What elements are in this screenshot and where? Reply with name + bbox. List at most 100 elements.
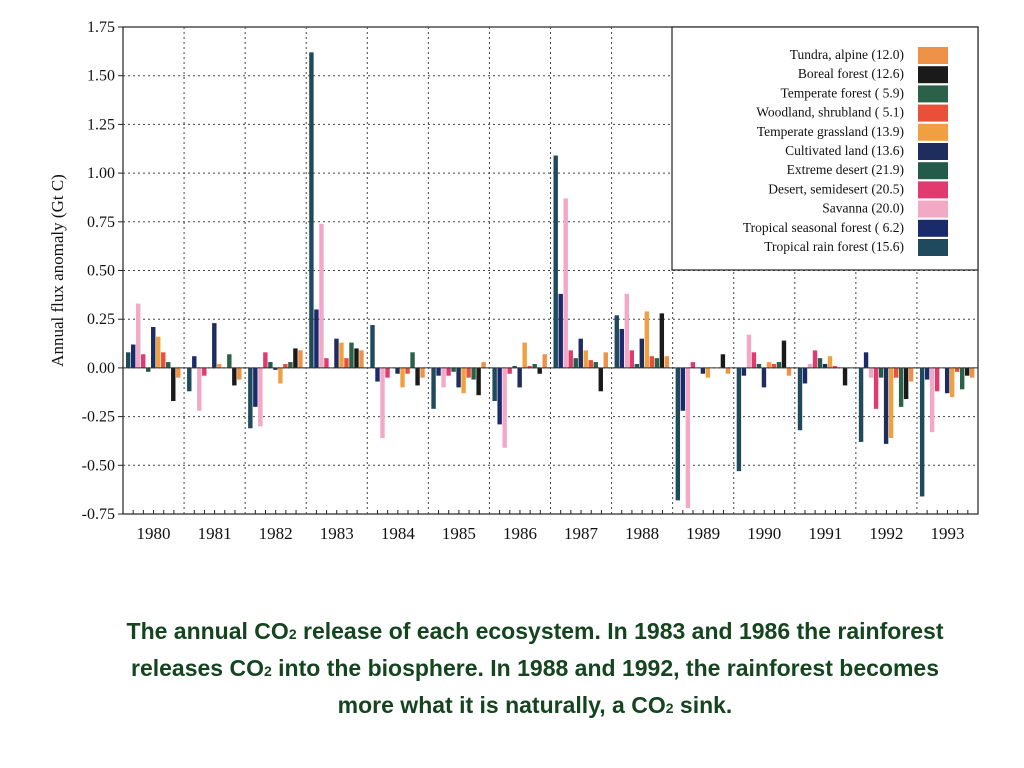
x-tick-label: 1981	[198, 524, 232, 543]
bar	[232, 367, 237, 386]
bar	[151, 326, 156, 368]
bar	[370, 325, 375, 368]
bar	[827, 356, 833, 368]
bar	[832, 365, 838, 368]
y-tick-label: -0.75	[82, 506, 115, 523]
legend-swatch	[918, 123, 948, 141]
y-tick-label: 1.75	[87, 19, 115, 36]
legend-swatch	[918, 66, 948, 84]
caption-text-2: release of each ecosystem. In 1983 and 1…	[131, 618, 944, 681]
bar	[644, 311, 650, 368]
bar	[492, 367, 497, 402]
bar	[161, 352, 166, 368]
bar	[273, 367, 278, 370]
bar	[781, 340, 787, 368]
bar	[705, 367, 711, 378]
bar	[959, 367, 965, 390]
y-tick-label: 1.00	[87, 165, 115, 182]
legend-label: Desert, semidesert (20.5)	[768, 181, 904, 196]
legend-swatch	[918, 219, 948, 237]
bar	[288, 362, 293, 368]
caption: The annual CO2 release of each ecosystem…	[110, 614, 960, 725]
bar	[797, 367, 803, 431]
bar	[573, 358, 578, 368]
legend-swatch	[918, 200, 948, 218]
bar	[131, 344, 136, 368]
bar	[878, 367, 884, 378]
bar	[253, 367, 258, 407]
bar	[298, 350, 303, 368]
bar	[588, 360, 593, 368]
bar	[659, 313, 665, 368]
bar	[598, 367, 603, 392]
bar	[415, 367, 420, 386]
bar	[664, 356, 670, 368]
y-axis-title: Annual flux anomaly (Gt C)	[48, 174, 67, 367]
bar	[481, 362, 486, 368]
bar	[736, 367, 742, 472]
bar	[441, 367, 446, 388]
caption-text-4: sink.	[673, 692, 733, 718]
bar	[217, 364, 222, 368]
bar	[614, 315, 619, 368]
bar	[700, 367, 706, 374]
bar	[654, 358, 660, 368]
bar	[344, 358, 349, 368]
bar	[929, 367, 935, 433]
bar	[268, 362, 273, 368]
bar	[522, 342, 527, 368]
bar	[309, 52, 314, 368]
bar	[766, 362, 772, 368]
bar	[822, 364, 828, 368]
bar	[802, 367, 808, 384]
bar	[395, 367, 400, 374]
bar	[949, 367, 955, 398]
legend-label: Cultivated land (13.6)	[785, 143, 904, 158]
x-tick-label: 1990	[747, 524, 781, 543]
bar	[192, 356, 197, 368]
bar	[908, 367, 914, 382]
caption-subscript-2: 2	[263, 663, 272, 679]
bar	[410, 352, 415, 368]
legend-swatch	[918, 239, 948, 256]
bar	[476, 367, 481, 396]
bar	[746, 334, 752, 368]
x-tick-label: 1985	[442, 524, 476, 543]
bar	[466, 367, 471, 378]
bar	[649, 356, 655, 368]
bar	[136, 303, 141, 368]
bar	[334, 338, 339, 368]
y-tick-label: 0.00	[87, 360, 115, 377]
bar	[141, 354, 146, 368]
bar	[126, 352, 131, 368]
bar	[237, 367, 242, 380]
legend-label: Woodland, shrubland ( 5.1)	[756, 105, 904, 120]
x-tick-label: 1984	[381, 524, 416, 543]
bar	[583, 350, 588, 368]
bar	[248, 367, 253, 429]
bar	[324, 358, 329, 368]
y-tick-label: 0.50	[87, 263, 115, 280]
x-tick-label: 1991	[808, 524, 842, 543]
caption-subscript-3: 2	[665, 700, 674, 716]
bar	[690, 362, 696, 368]
bar	[756, 364, 762, 368]
bar	[537, 367, 542, 374]
bar	[385, 367, 390, 378]
bar	[187, 367, 192, 392]
bar	[319, 223, 324, 368]
bar	[629, 350, 634, 368]
bar	[471, 367, 476, 380]
y-tick-label: 0.75	[87, 214, 115, 231]
bar	[339, 342, 344, 368]
bar	[563, 198, 568, 368]
bar	[568, 350, 573, 368]
bar	[197, 367, 202, 411]
bar	[283, 364, 288, 368]
bar	[944, 367, 950, 394]
caption-subscript-1: 2	[288, 626, 297, 642]
bar	[761, 367, 767, 388]
legend-label: Tropical seasonal forest ( 6.2)	[743, 220, 904, 235]
bar	[156, 336, 161, 368]
bar	[685, 367, 691, 509]
